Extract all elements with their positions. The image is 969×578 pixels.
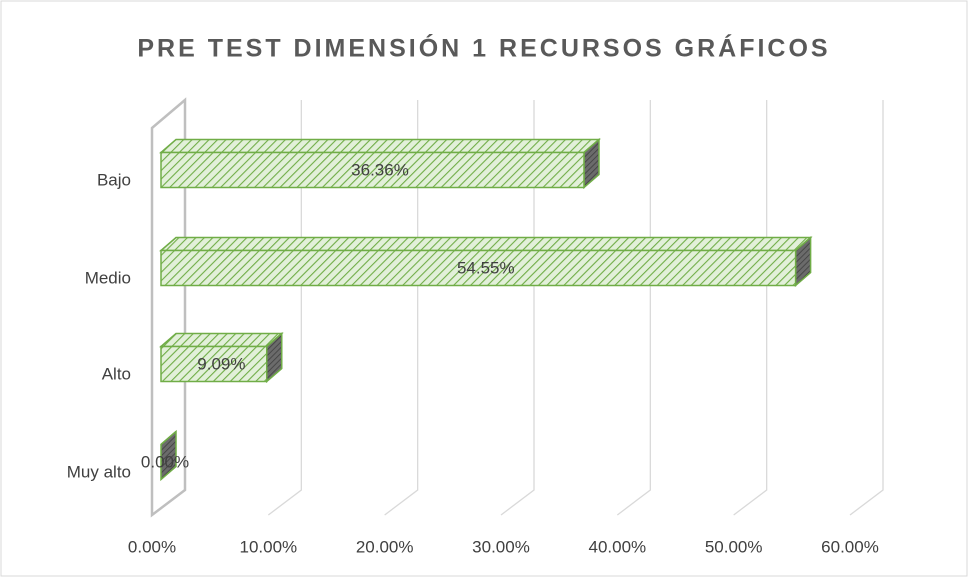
y-tick-label: Bajo [97,170,131,189]
grid-line [733,100,768,516]
y-tick-label: Muy alto [67,462,131,481]
grid-line [500,100,535,516]
grid-line [267,100,302,516]
bar [160,429,177,482]
grid-line [616,100,651,516]
bar [158,331,284,384]
bar-front [160,249,797,287]
y-tick-label: Alto [102,364,131,383]
data-label: 9.09% [197,354,245,373]
x-tick-label: 60.00% [821,537,879,556]
bar-front [160,345,268,383]
data-label: 54.55% [457,258,515,277]
bar-side [160,429,177,482]
x-tick-label: 10.00% [239,537,297,556]
data-label: 0.00% [141,452,189,471]
bar-front [160,151,585,189]
bar-top [158,236,813,252]
x-tick-label: 40.00% [588,537,646,556]
x-tick-label: 20.00% [356,537,414,556]
x-tick-label: 0.00% [128,537,176,556]
grid-line [849,100,884,516]
bar [158,235,813,288]
x-tick-label: 30.00% [472,537,530,556]
data-label: 36.36% [351,160,409,179]
bar-top [158,332,284,348]
x-tick-label: 50.00% [705,537,763,556]
chart-title: PRE TEST DIMENSIÓN 1 RECURSOS GRÁFICOS [137,33,830,63]
bar-top [158,138,601,154]
grid-line [384,100,419,516]
side-wall [150,97,187,518]
y-tick-label: Medio [85,268,131,287]
bar [158,137,601,190]
